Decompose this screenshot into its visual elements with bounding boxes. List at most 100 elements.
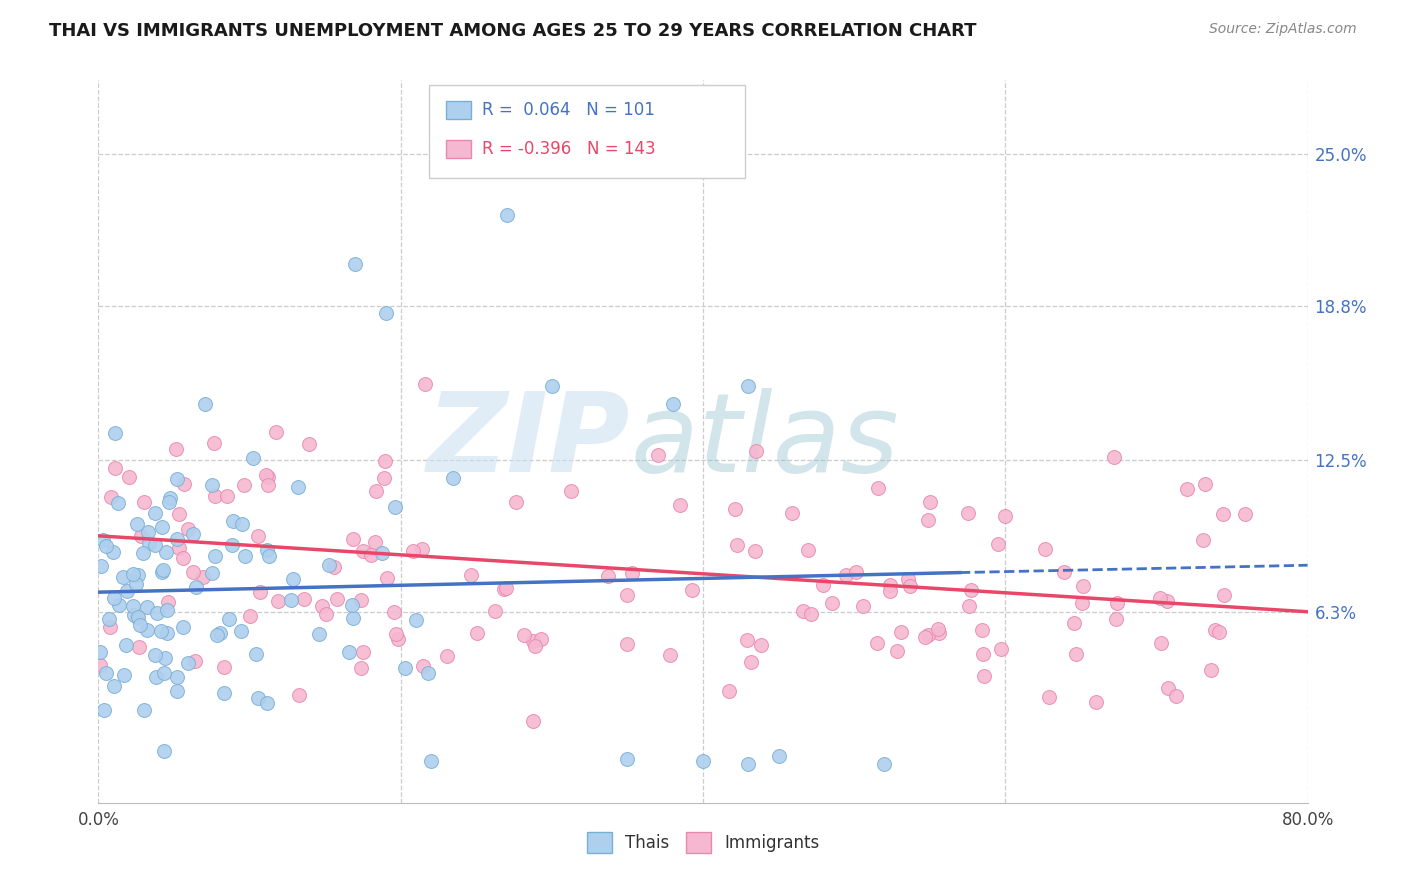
Point <box>505 494 527 508</box>
Point <box>90 559 112 574</box>
Point <box>315 607 337 621</box>
Point <box>495 208 517 222</box>
Point <box>460 568 482 582</box>
Point <box>167 541 190 555</box>
Text: ZIP: ZIP <box>427 388 630 495</box>
Point <box>153 651 176 665</box>
Point <box>405 614 427 628</box>
Point <box>134 703 156 717</box>
Point <box>1175 483 1198 497</box>
Point <box>957 599 980 614</box>
Point <box>890 625 912 640</box>
Point <box>1150 636 1173 650</box>
Point <box>340 598 363 612</box>
Point <box>792 604 814 618</box>
Point <box>201 566 224 581</box>
Point <box>287 480 309 494</box>
Point <box>214 686 236 700</box>
Point <box>118 470 141 484</box>
Point <box>233 478 256 492</box>
Point <box>127 567 149 582</box>
Point <box>127 517 149 532</box>
Point <box>103 545 125 559</box>
Point <box>191 570 214 584</box>
Point <box>621 566 644 580</box>
Text: Source: ZipAtlas.com: Source: ZipAtlas.com <box>1209 22 1357 37</box>
Point <box>204 435 226 450</box>
Point <box>97 612 120 626</box>
Point <box>917 628 939 642</box>
Point <box>231 516 253 531</box>
Point <box>800 607 823 621</box>
Point <box>987 537 1010 551</box>
Point <box>1053 566 1076 580</box>
Point <box>897 572 920 586</box>
Point <box>132 546 155 560</box>
Point <box>311 599 333 614</box>
Point <box>153 666 176 681</box>
Point <box>725 538 748 552</box>
Point <box>768 749 790 764</box>
Text: atlas: atlas <box>630 388 898 495</box>
Point <box>363 535 385 549</box>
Point <box>136 524 159 539</box>
Point <box>344 257 367 271</box>
Point <box>132 494 155 508</box>
Point <box>616 637 638 651</box>
Point <box>1194 477 1216 491</box>
Point <box>298 436 321 450</box>
Point <box>150 624 173 638</box>
Point <box>207 628 229 642</box>
Point <box>246 691 269 706</box>
Point <box>811 578 834 592</box>
Point <box>681 583 703 598</box>
Point <box>879 577 901 591</box>
Point <box>737 756 759 771</box>
Point <box>420 754 443 768</box>
Point <box>845 566 868 580</box>
Point <box>94 539 117 553</box>
Point <box>177 656 200 670</box>
Point <box>166 683 188 698</box>
Point <box>560 484 582 499</box>
Point <box>352 544 374 558</box>
Point <box>247 529 270 543</box>
Point <box>283 572 305 586</box>
Point <box>127 610 149 624</box>
Point <box>231 624 253 638</box>
Point <box>647 448 669 462</box>
Point <box>204 489 226 503</box>
Point <box>89 658 111 673</box>
Point <box>744 444 766 458</box>
Point <box>145 670 167 684</box>
Point <box>1156 681 1178 696</box>
Point <box>1064 647 1087 661</box>
Point <box>157 495 180 509</box>
Point <box>257 549 280 564</box>
Point <box>374 306 396 320</box>
Point <box>267 594 290 608</box>
Text: R = -0.396   N = 143: R = -0.396 N = 143 <box>482 140 655 158</box>
Point <box>159 491 181 505</box>
Point <box>970 623 993 637</box>
Point <box>266 425 288 439</box>
Point <box>93 703 115 717</box>
Point <box>152 563 174 577</box>
Point <box>136 600 159 615</box>
Point <box>129 617 152 632</box>
Point <box>522 714 544 728</box>
Point <box>1085 695 1108 709</box>
Point <box>382 605 405 619</box>
Point <box>280 593 302 607</box>
Point <box>1149 591 1171 605</box>
Point <box>375 571 398 585</box>
Point <box>349 661 371 675</box>
Point <box>215 489 238 503</box>
Point <box>150 565 173 579</box>
Point <box>308 627 330 641</box>
Point <box>1192 533 1215 547</box>
Point <box>540 379 562 393</box>
Point <box>325 591 347 606</box>
Point <box>103 679 125 693</box>
Point <box>318 558 340 573</box>
